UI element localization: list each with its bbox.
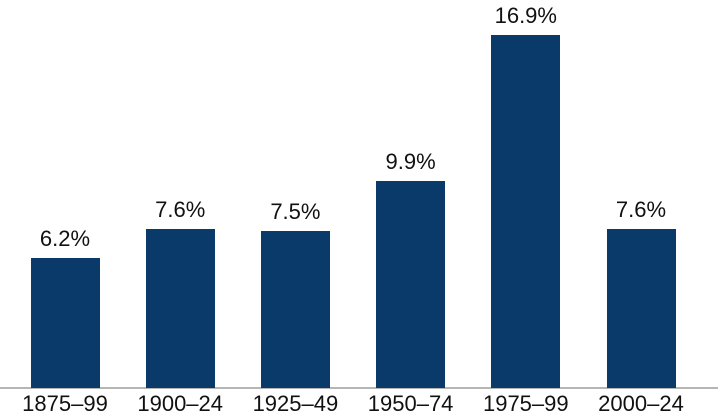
x-axis-tick-label: 1875–99 <box>22 391 108 416</box>
bar <box>30 258 100 388</box>
bar-value-label: 7.6% <box>615 197 667 222</box>
bar <box>606 229 676 388</box>
x-axis-tick-label: 1900–24 <box>137 391 224 416</box>
bar-value-label: 7.6% <box>155 197 206 222</box>
x-axis-tick-label: 1950–74 <box>367 391 454 416</box>
bar-value-label: 6.2% <box>39 226 91 251</box>
bar-value-label: 7.5% <box>270 199 321 224</box>
bar-value-label: 16.9% <box>494 3 557 28</box>
bar <box>145 229 215 388</box>
x-axis-line <box>0 387 718 389</box>
x-axis-tick-label: 1925–49 <box>252 391 339 416</box>
bar <box>376 181 446 388</box>
x-axis-tick-label: 1975–99 <box>482 391 569 416</box>
bar <box>260 231 330 388</box>
bar-value-label: 9.9% <box>385 149 436 174</box>
bar <box>491 35 561 388</box>
x-axis-tick-label: 2000–24 <box>598 391 684 416</box>
